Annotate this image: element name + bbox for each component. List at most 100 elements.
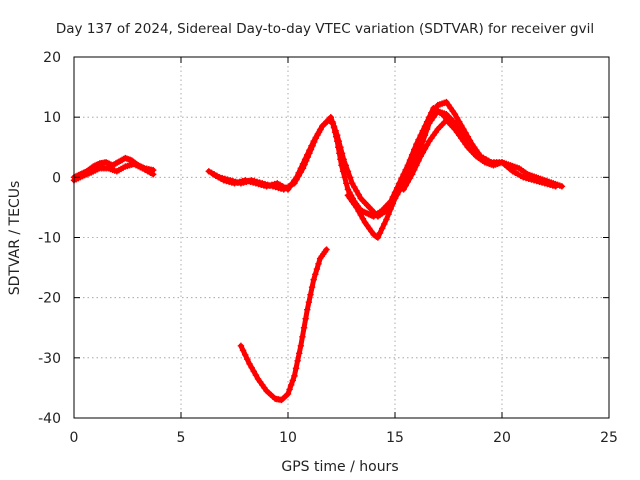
data-point	[242, 351, 249, 359]
data-point	[297, 342, 305, 349]
data-point	[415, 157, 422, 164]
data-point	[248, 364, 255, 371]
data-point	[402, 171, 409, 179]
data-point	[250, 368, 257, 375]
data-point	[335, 138, 343, 145]
data-point	[293, 174, 300, 181]
data-point	[316, 126, 324, 134]
data-point	[387, 205, 394, 213]
data-point	[373, 233, 381, 240]
x-axis-label: GPS time / hours	[281, 459, 398, 475]
x-tick-label: 25	[600, 430, 618, 446]
data-point	[346, 174, 354, 181]
data-point	[310, 138, 317, 145]
data-point	[393, 190, 401, 198]
series-arc-mid-1	[205, 104, 566, 220]
data-point	[423, 141, 431, 149]
chart-title: Day 137 of 2024, Sidereal Day-to-day VTE…	[56, 21, 594, 37]
data-point	[419, 133, 427, 140]
data-point	[468, 141, 476, 148]
data-point	[291, 372, 298, 380]
data-point	[304, 151, 311, 158]
data-point	[308, 142, 315, 149]
data-point	[239, 347, 247, 354]
data-point	[306, 147, 313, 154]
data-point	[453, 114, 461, 122]
data-point	[451, 110, 459, 118]
data-point	[456, 118, 463, 125]
data-point	[415, 142, 422, 149]
data-point	[332, 127, 339, 134]
data-point	[312, 271, 319, 278]
data-point	[378, 225, 386, 232]
data-point	[286, 386, 293, 393]
data-point	[300, 324, 308, 331]
data-point	[374, 234, 382, 241]
data-point	[302, 315, 309, 322]
data-point	[359, 215, 367, 222]
data-point	[411, 166, 418, 174]
data-point	[413, 162, 420, 169]
data-point	[292, 365, 300, 372]
y-tick-label: -10	[38, 231, 61, 247]
data-point	[406, 161, 414, 168]
data-point	[408, 156, 416, 163]
series-layer	[70, 98, 566, 404]
data-point	[406, 174, 414, 182]
data-point	[299, 333, 306, 340]
data-point	[237, 342, 245, 349]
data-point	[558, 183, 566, 190]
data-point	[349, 180, 356, 187]
data-point	[404, 166, 412, 174]
data-point	[385, 210, 392, 218]
data-point	[419, 149, 427, 156]
data-point	[289, 377, 297, 384]
data-point	[307, 291, 314, 298]
x-tick-label: 15	[386, 430, 404, 446]
data-point	[297, 165, 305, 172]
y-tick-label: 0	[52, 170, 61, 186]
data-point	[329, 118, 336, 125]
data-point	[341, 174, 348, 181]
data-point	[295, 169, 302, 177]
series-arc-early-2	[70, 160, 157, 184]
series-arc-late	[400, 116, 476, 193]
data-point	[389, 200, 397, 207]
data-point	[305, 298, 313, 306]
data-point	[383, 216, 390, 223]
data-point	[296, 350, 303, 357]
data-point	[355, 207, 362, 215]
data-point	[310, 276, 317, 283]
x-tick-label: 5	[177, 430, 186, 446]
data-point	[421, 145, 429, 152]
data-point	[294, 357, 301, 365]
grid	[74, 57, 609, 418]
data-point	[355, 191, 362, 198]
data-point	[288, 381, 295, 389]
y-tick-label: 10	[43, 110, 61, 126]
data-point	[417, 138, 424, 145]
data-point	[304, 306, 311, 313]
data-point	[284, 390, 292, 398]
data-point	[423, 124, 431, 131]
data-point	[246, 360, 253, 368]
data-point	[149, 171, 157, 178]
data-point	[357, 211, 364, 219]
data-point	[421, 129, 429, 136]
data-point	[312, 134, 320, 141]
data-point	[404, 178, 412, 186]
data-point	[402, 182, 409, 189]
data-point	[376, 229, 384, 237]
data-point	[552, 183, 559, 190]
data-point	[301, 156, 309, 163]
data-point	[313, 265, 321, 273]
x-tick-label: 10	[279, 430, 297, 446]
y-tick-label: -20	[38, 291, 61, 307]
data-point	[353, 204, 360, 211]
data-point	[244, 356, 251, 363]
data-point	[315, 260, 322, 268]
data-point	[337, 144, 344, 151]
x-tick-label: 20	[493, 430, 511, 446]
data-point	[323, 246, 330, 253]
series-line	[238, 247, 329, 403]
